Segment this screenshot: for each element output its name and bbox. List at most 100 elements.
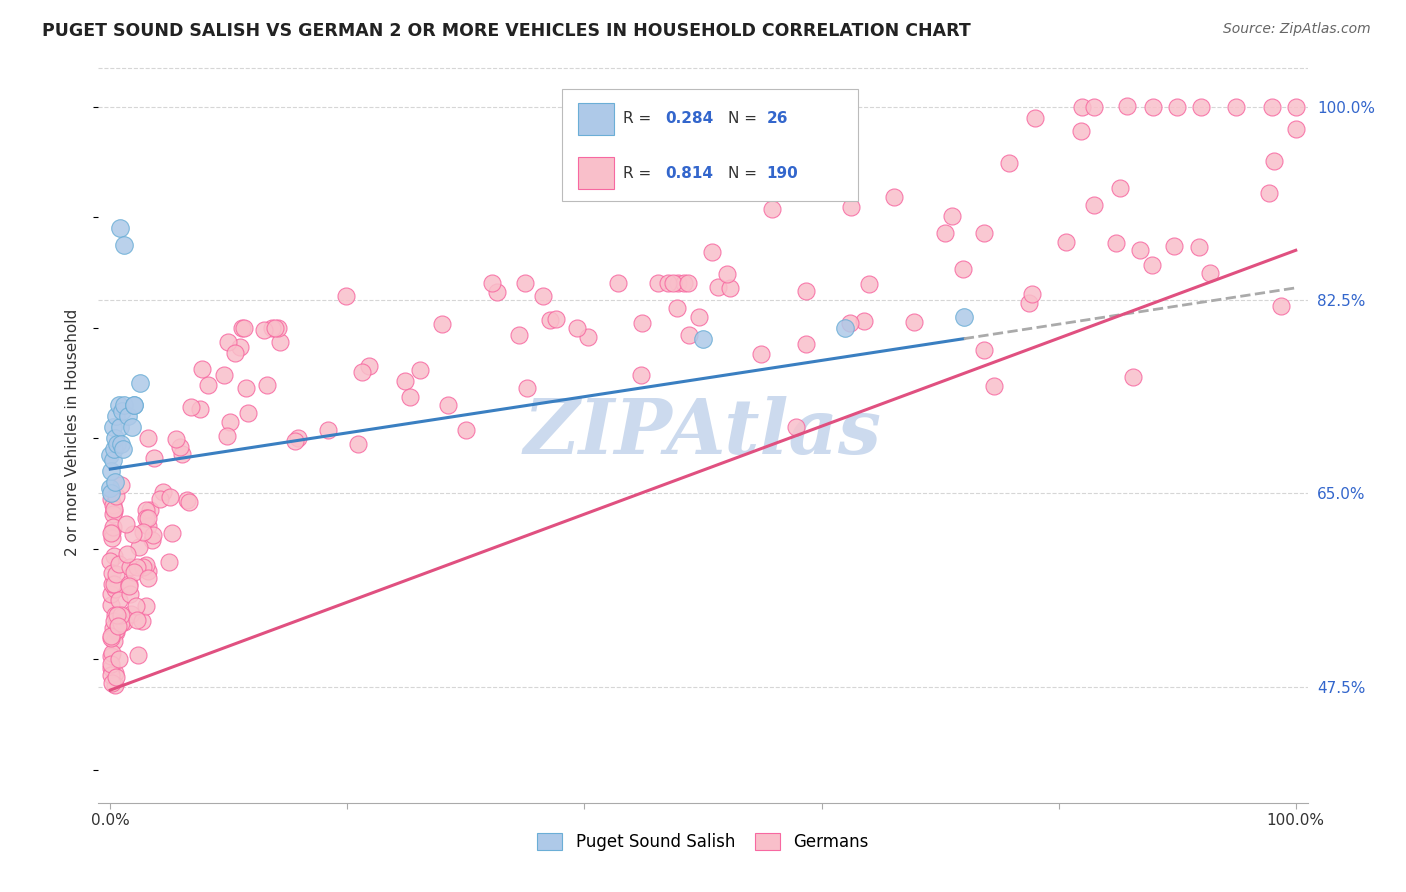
Point xyxy=(135,558,157,572)
Point xyxy=(103,520,125,534)
Point xyxy=(852,313,875,327)
Point xyxy=(149,491,172,506)
Point xyxy=(152,484,174,499)
Point xyxy=(169,440,191,454)
Text: 26: 26 xyxy=(766,112,787,126)
Point xyxy=(103,499,125,513)
Point xyxy=(191,361,214,376)
Point xyxy=(101,453,124,467)
Point xyxy=(672,277,695,291)
Point xyxy=(103,549,125,564)
Point xyxy=(136,431,159,445)
Text: PUGET SOUND SALISH VS GERMAN 2 OR MORE VEHICLES IN HOUSEHOLD CORRELATION CHART: PUGET SOUND SALISH VS GERMAN 2 OR MORE V… xyxy=(42,22,972,40)
Point xyxy=(1285,121,1308,136)
Point xyxy=(188,401,211,416)
Point xyxy=(1163,239,1185,253)
Point xyxy=(125,560,148,574)
Point xyxy=(1018,295,1040,310)
Legend: Puget Sound Salish, Germans: Puget Sound Salish, Germans xyxy=(530,826,876,857)
Point xyxy=(131,524,153,539)
Point xyxy=(347,437,370,451)
Point xyxy=(136,519,159,533)
Point xyxy=(108,557,131,571)
Point xyxy=(666,277,689,291)
Point xyxy=(657,277,679,291)
Point xyxy=(121,420,143,434)
Point xyxy=(565,321,588,335)
Point xyxy=(606,277,628,291)
Point xyxy=(122,526,145,541)
Point xyxy=(665,301,688,315)
Point xyxy=(101,676,124,690)
Point xyxy=(114,517,136,532)
Point xyxy=(103,577,125,591)
Text: 0.814: 0.814 xyxy=(665,166,713,180)
Point xyxy=(117,409,139,423)
Point xyxy=(485,285,508,299)
Point xyxy=(1261,100,1284,114)
Point xyxy=(100,553,122,567)
Point xyxy=(170,447,193,461)
Point xyxy=(287,431,309,445)
Point xyxy=(105,624,128,638)
Point xyxy=(576,330,599,344)
Point xyxy=(267,320,290,334)
Point xyxy=(107,398,129,412)
Point xyxy=(179,495,201,509)
Point xyxy=(139,502,162,516)
Point xyxy=(481,277,503,291)
Point xyxy=(108,221,131,235)
Point xyxy=(108,420,131,434)
Point xyxy=(98,481,121,495)
Point xyxy=(142,527,165,541)
Point xyxy=(253,323,276,337)
Point xyxy=(839,200,862,214)
Point xyxy=(399,390,422,404)
Point xyxy=(973,343,995,358)
Point xyxy=(131,614,153,628)
Point xyxy=(100,464,122,478)
Point xyxy=(749,347,772,361)
Point xyxy=(934,226,956,240)
Text: Source: ZipAtlas.com: Source: ZipAtlas.com xyxy=(1223,22,1371,37)
Point xyxy=(128,540,150,554)
Point xyxy=(104,431,127,445)
Point xyxy=(700,245,723,260)
Point xyxy=(141,533,163,547)
Point xyxy=(100,667,122,681)
Point xyxy=(103,502,125,516)
Point xyxy=(738,146,761,161)
Text: N =: N = xyxy=(728,166,762,180)
Point xyxy=(112,442,135,457)
Point xyxy=(115,547,138,561)
Point xyxy=(1083,198,1105,212)
Point xyxy=(159,490,181,504)
Point xyxy=(1083,100,1105,114)
Point xyxy=(794,284,817,298)
Text: N =: N = xyxy=(728,112,762,126)
Point xyxy=(262,320,284,334)
Point xyxy=(214,368,236,382)
Point xyxy=(1258,186,1281,200)
Point xyxy=(508,327,530,342)
Point xyxy=(335,288,357,302)
Point xyxy=(941,209,963,223)
Point xyxy=(1122,369,1144,384)
Point xyxy=(118,560,141,574)
Point xyxy=(1140,258,1163,272)
Point xyxy=(131,560,153,574)
Text: R =: R = xyxy=(623,166,657,180)
Point xyxy=(858,277,880,291)
Point xyxy=(1054,235,1077,249)
Point xyxy=(104,475,127,490)
Point xyxy=(215,429,238,443)
Point xyxy=(350,365,373,379)
Text: 0.284: 0.284 xyxy=(665,112,713,126)
Point xyxy=(101,566,124,581)
Point xyxy=(1166,100,1188,114)
Point xyxy=(101,420,124,434)
Point xyxy=(101,646,124,660)
Point xyxy=(983,379,1005,393)
Point xyxy=(1021,286,1043,301)
Point xyxy=(103,633,125,648)
